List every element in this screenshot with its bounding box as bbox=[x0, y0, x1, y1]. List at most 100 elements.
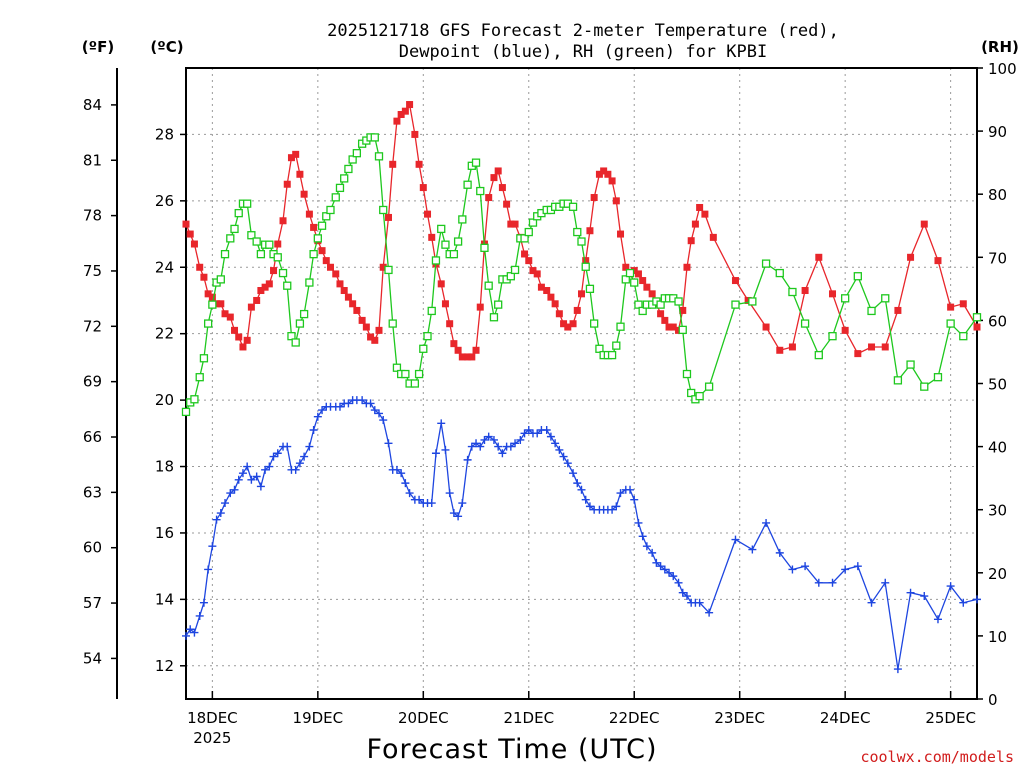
rh-tick-label: 30 bbox=[988, 502, 1007, 520]
celsius-tick-label: 24 bbox=[155, 258, 174, 276]
celsius-tick-label: 18 bbox=[155, 458, 174, 476]
data-point bbox=[371, 336, 379, 344]
fahrenheit-tick-label: 72 bbox=[83, 317, 102, 335]
celsius-unit-label: (ºC) bbox=[150, 38, 183, 56]
data-point bbox=[582, 257, 590, 265]
data-point bbox=[335, 183, 345, 193]
data-point bbox=[652, 558, 661, 567]
data-point bbox=[252, 237, 261, 246]
data-point bbox=[388, 319, 397, 328]
rh-tick-label: 50 bbox=[988, 376, 1007, 394]
data-point bbox=[551, 300, 559, 308]
data-point bbox=[257, 287, 265, 295]
data-point bbox=[581, 495, 590, 504]
data-point bbox=[595, 170, 603, 178]
rh-tick-label: 20 bbox=[988, 565, 1007, 583]
data-point bbox=[528, 218, 538, 227]
data-point bbox=[600, 167, 608, 175]
data-point bbox=[458, 215, 467, 224]
data-point bbox=[607, 350, 617, 360]
data-point bbox=[231, 326, 239, 334]
data-point bbox=[370, 133, 379, 142]
data-point bbox=[273, 253, 282, 262]
data-point bbox=[815, 253, 823, 261]
data-point bbox=[384, 213, 392, 221]
data-point bbox=[972, 313, 982, 322]
data-point bbox=[854, 350, 862, 358]
data-point bbox=[393, 117, 401, 125]
data-point bbox=[203, 319, 213, 328]
data-point bbox=[344, 293, 352, 301]
data-point bbox=[208, 300, 217, 309]
data-point bbox=[893, 376, 903, 385]
data-point bbox=[468, 353, 476, 361]
data-point bbox=[454, 512, 463, 521]
data-point bbox=[295, 459, 304, 468]
data-point bbox=[946, 582, 955, 591]
data-point bbox=[564, 323, 572, 331]
data-point bbox=[235, 333, 243, 341]
data-point bbox=[525, 257, 533, 265]
data-point bbox=[476, 186, 485, 196]
data-point bbox=[216, 275, 225, 284]
data-point bbox=[220, 249, 230, 259]
data-point bbox=[569, 469, 578, 478]
data-point bbox=[216, 509, 225, 518]
data-point bbox=[683, 263, 691, 271]
data-point bbox=[814, 578, 823, 587]
data-point bbox=[853, 272, 862, 281]
data-point bbox=[340, 287, 348, 295]
data-point bbox=[336, 280, 344, 288]
data-point bbox=[634, 300, 643, 309]
data-point bbox=[287, 332, 296, 341]
data-point bbox=[959, 598, 968, 607]
data-point bbox=[265, 280, 273, 288]
data-point bbox=[748, 545, 757, 554]
data-point bbox=[287, 154, 295, 162]
data-point bbox=[410, 379, 420, 388]
data-point bbox=[498, 449, 507, 458]
data-point bbox=[261, 465, 270, 474]
data-point bbox=[933, 373, 943, 382]
data-point bbox=[358, 396, 367, 405]
data-point bbox=[494, 167, 502, 175]
data-point bbox=[590, 319, 599, 328]
fahrenheit-tick-label: 63 bbox=[83, 483, 102, 501]
data-point bbox=[555, 310, 563, 318]
data-point bbox=[581, 262, 590, 271]
data-point bbox=[682, 369, 692, 379]
plot-frame bbox=[185, 67, 978, 700]
data-point bbox=[253, 296, 261, 304]
series-line bbox=[185, 399, 978, 670]
data-point bbox=[208, 542, 217, 551]
data-point bbox=[217, 300, 225, 308]
data-point bbox=[731, 300, 740, 309]
data-point bbox=[182, 220, 190, 228]
data-point bbox=[695, 391, 704, 401]
data-point bbox=[675, 326, 683, 334]
fahrenheit-tick-label: 66 bbox=[83, 428, 102, 446]
data-point bbox=[934, 257, 942, 265]
data-point bbox=[419, 184, 427, 192]
data-point bbox=[243, 199, 252, 208]
data-point bbox=[638, 306, 647, 316]
data-point bbox=[585, 284, 595, 294]
data-point bbox=[427, 306, 436, 316]
data-point bbox=[661, 316, 669, 324]
data-point bbox=[340, 174, 349, 183]
data-point bbox=[510, 265, 520, 275]
data-point bbox=[226, 234, 235, 243]
data-point bbox=[907, 253, 915, 261]
data-point bbox=[920, 220, 928, 228]
data-point bbox=[379, 205, 388, 215]
data-point bbox=[829, 290, 837, 298]
data-point bbox=[894, 306, 902, 314]
data-point bbox=[648, 290, 656, 298]
data-point bbox=[543, 287, 551, 295]
data-point bbox=[431, 256, 441, 265]
data-point bbox=[195, 373, 204, 382]
data-point bbox=[638, 532, 647, 541]
data-point bbox=[516, 435, 525, 444]
data-point bbox=[521, 250, 529, 258]
data-point bbox=[563, 459, 572, 468]
